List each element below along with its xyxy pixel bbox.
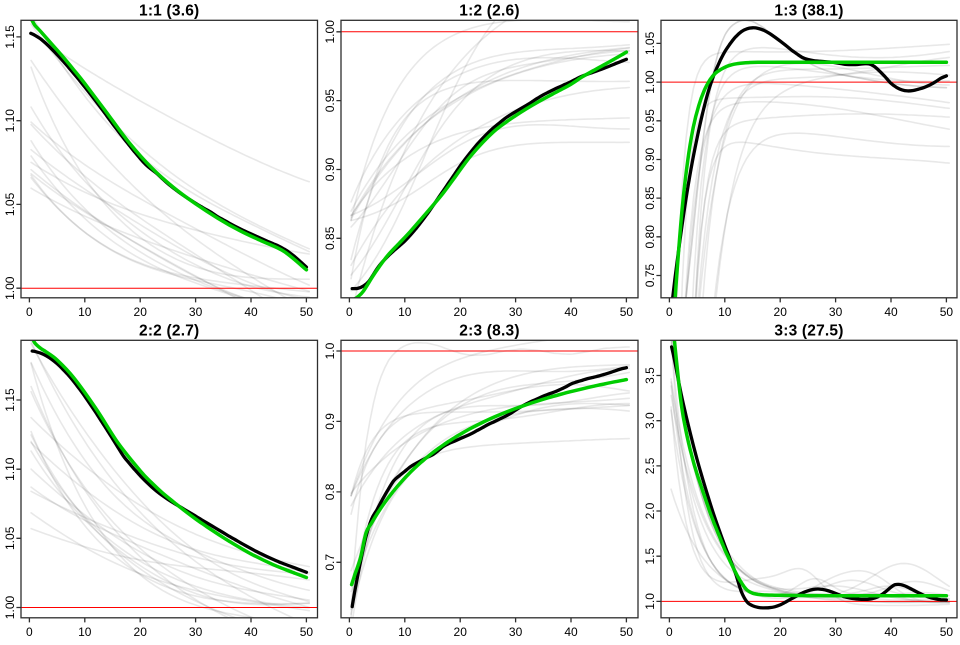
- svg-text:3.5: 3.5: [643, 367, 657, 384]
- svg-text:50: 50: [940, 305, 954, 319]
- svg-text:30: 30: [829, 625, 843, 639]
- svg-text:0.9: 0.9: [323, 413, 337, 430]
- svg-text:20: 20: [774, 305, 788, 319]
- svg-text:1:1 (3.6): 1:1 (3.6): [139, 3, 199, 20]
- svg-text:10: 10: [78, 625, 92, 639]
- svg-text:1.00: 1.00: [643, 70, 657, 94]
- svg-text:50: 50: [620, 305, 634, 319]
- svg-text:10: 10: [78, 305, 92, 319]
- svg-text:1.0: 1.0: [323, 342, 337, 359]
- svg-text:1.00: 1.00: [323, 20, 337, 44]
- svg-text:1.5: 1.5: [643, 548, 657, 565]
- svg-text:50: 50: [300, 625, 314, 639]
- svg-text:30: 30: [189, 305, 203, 319]
- svg-text:0.90: 0.90: [643, 147, 657, 171]
- svg-text:1.00: 1.00: [3, 276, 17, 300]
- svg-text:0.95: 0.95: [643, 109, 657, 133]
- svg-text:0.85: 0.85: [643, 186, 657, 210]
- svg-text:2:3 (8.3): 2:3 (8.3): [459, 323, 519, 340]
- svg-text:40: 40: [244, 625, 258, 639]
- svg-text:40: 40: [884, 625, 898, 639]
- svg-text:0.8: 0.8: [323, 483, 337, 500]
- svg-text:20: 20: [134, 625, 148, 639]
- svg-text:0.85: 0.85: [323, 226, 337, 250]
- svg-text:0.7: 0.7: [323, 554, 337, 571]
- svg-text:2.0: 2.0: [643, 502, 657, 519]
- svg-text:30: 30: [509, 625, 523, 639]
- svg-text:10: 10: [398, 625, 412, 639]
- svg-text:0: 0: [346, 625, 353, 639]
- svg-text:20: 20: [774, 625, 788, 639]
- svg-text:0: 0: [26, 625, 33, 639]
- svg-text:40: 40: [244, 305, 258, 319]
- svg-text:1:2 (2.6): 1:2 (2.6): [459, 3, 519, 20]
- svg-text:1.00: 1.00: [3, 595, 17, 619]
- svg-text:3:3 (27.5): 3:3 (27.5): [774, 323, 843, 340]
- svg-text:3.0: 3.0: [643, 412, 657, 429]
- svg-text:50: 50: [300, 305, 314, 319]
- svg-text:20: 20: [454, 305, 468, 319]
- svg-text:1.10: 1.10: [3, 457, 17, 481]
- svg-text:0.75: 0.75: [643, 263, 657, 287]
- svg-text:0.90: 0.90: [323, 157, 337, 181]
- svg-text:40: 40: [564, 305, 578, 319]
- svg-text:0: 0: [666, 625, 673, 639]
- svg-text:30: 30: [509, 305, 523, 319]
- svg-text:10: 10: [718, 625, 732, 639]
- svg-text:1:3 (38.1): 1:3 (38.1): [774, 3, 843, 20]
- svg-text:1.10: 1.10: [3, 109, 17, 133]
- svg-text:10: 10: [398, 305, 412, 319]
- svg-text:1.05: 1.05: [643, 31, 657, 55]
- svg-text:40: 40: [564, 625, 578, 639]
- svg-text:10: 10: [718, 305, 732, 319]
- svg-text:2:2 (2.7): 2:2 (2.7): [139, 323, 199, 340]
- svg-text:0: 0: [26, 305, 33, 319]
- svg-text:0: 0: [666, 305, 673, 319]
- svg-text:0.80: 0.80: [643, 225, 657, 249]
- svg-text:50: 50: [620, 625, 634, 639]
- svg-text:0: 0: [346, 305, 353, 319]
- svg-text:1.05: 1.05: [3, 526, 17, 550]
- svg-text:50: 50: [940, 625, 954, 639]
- svg-text:20: 20: [134, 305, 148, 319]
- svg-text:20: 20: [454, 625, 468, 639]
- svg-text:0.95: 0.95: [323, 89, 337, 113]
- svg-text:1.0: 1.0: [643, 593, 657, 610]
- svg-text:1.05: 1.05: [3, 192, 17, 216]
- svg-text:30: 30: [189, 625, 203, 639]
- svg-text:40: 40: [884, 305, 898, 319]
- svg-text:2.5: 2.5: [643, 457, 657, 474]
- svg-text:1.15: 1.15: [3, 25, 17, 49]
- svg-text:30: 30: [829, 305, 843, 319]
- svg-text:1.15: 1.15: [3, 388, 17, 412]
